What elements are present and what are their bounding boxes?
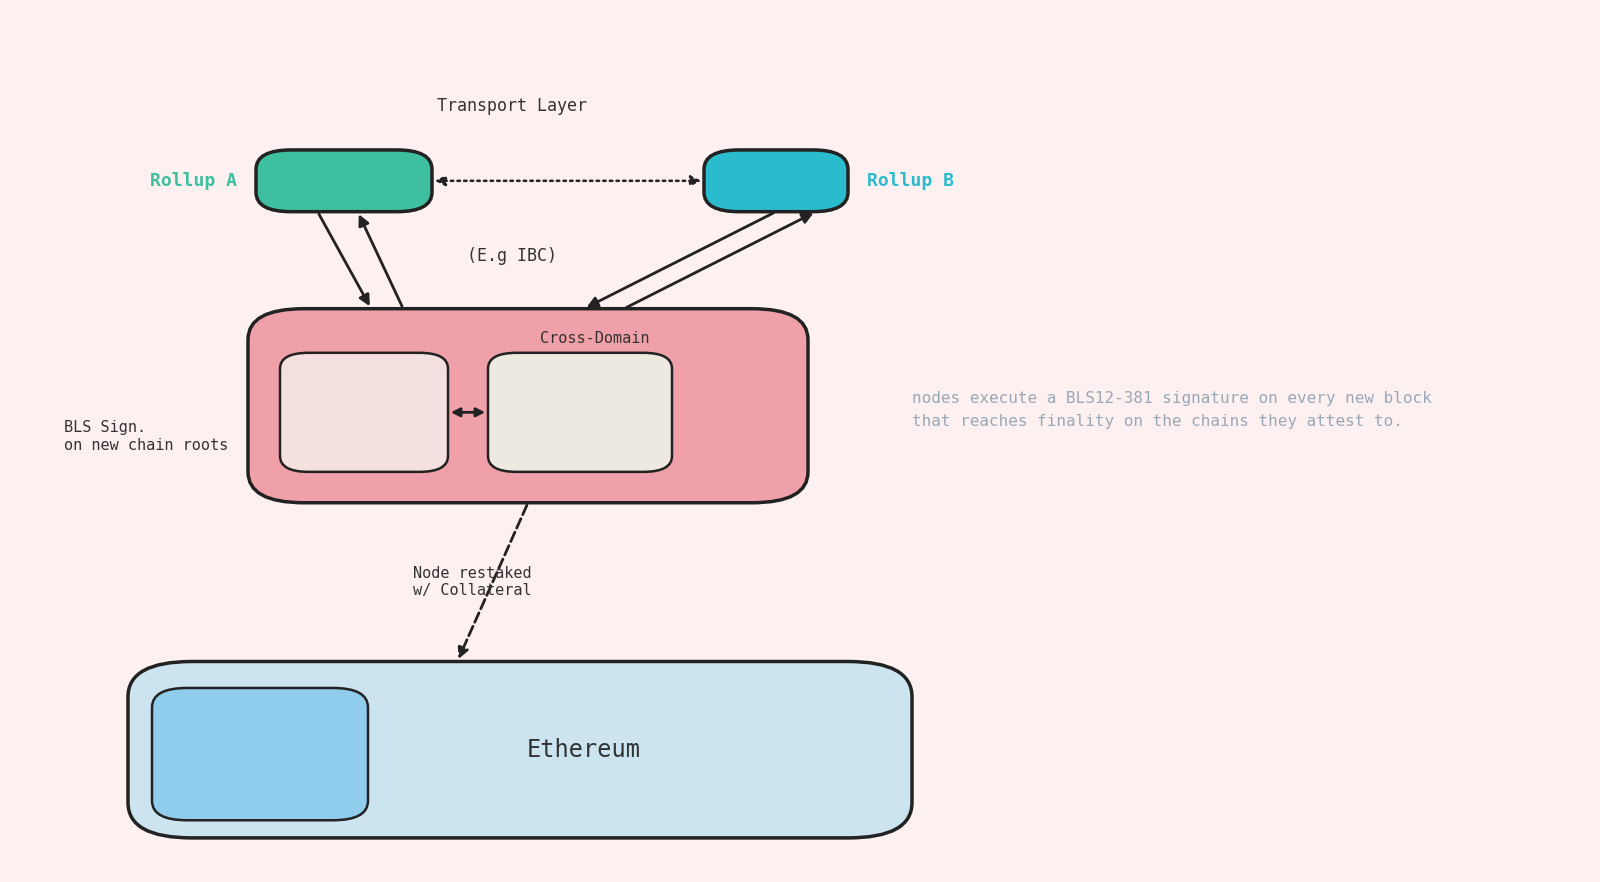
FancyBboxPatch shape: [488, 353, 672, 472]
FancyBboxPatch shape: [256, 150, 432, 212]
Text: nodes execute a BLS12-381 signature on every new block
that reaches finality on : nodes execute a BLS12-381 signature on e…: [912, 391, 1432, 430]
Text: Sync Node: Sync Node: [554, 366, 637, 381]
Text: Rollup
A + B
"validator": Rollup A + B "validator": [534, 389, 626, 436]
FancyBboxPatch shape: [152, 688, 368, 820]
Text: Transport Layer: Transport Layer: [437, 97, 587, 115]
Text: BLS Sign.
on new chain roots: BLS Sign. on new chain roots: [64, 421, 229, 452]
Text: Rollup A: Rollup A: [150, 172, 237, 190]
FancyBboxPatch shape: [704, 150, 848, 212]
FancyBboxPatch shape: [280, 353, 448, 472]
Text: Node restaked
w/ Collateral: Node restaked w/ Collateral: [413, 566, 531, 598]
Text: EigenLayer
/ Lagrange: EigenLayer / Lagrange: [218, 739, 302, 769]
Text: (E.g IBC): (E.g IBC): [467, 247, 557, 265]
FancyBboxPatch shape: [248, 309, 808, 503]
Text: Rollup B: Rollup B: [867, 172, 954, 190]
FancyBboxPatch shape: [128, 662, 912, 838]
Text: Eth Full
Node: Eth Full Node: [331, 397, 397, 428]
Text: Cross-Domain: Cross-Domain: [541, 331, 650, 346]
Text: Ethereum: Ethereum: [526, 737, 642, 762]
